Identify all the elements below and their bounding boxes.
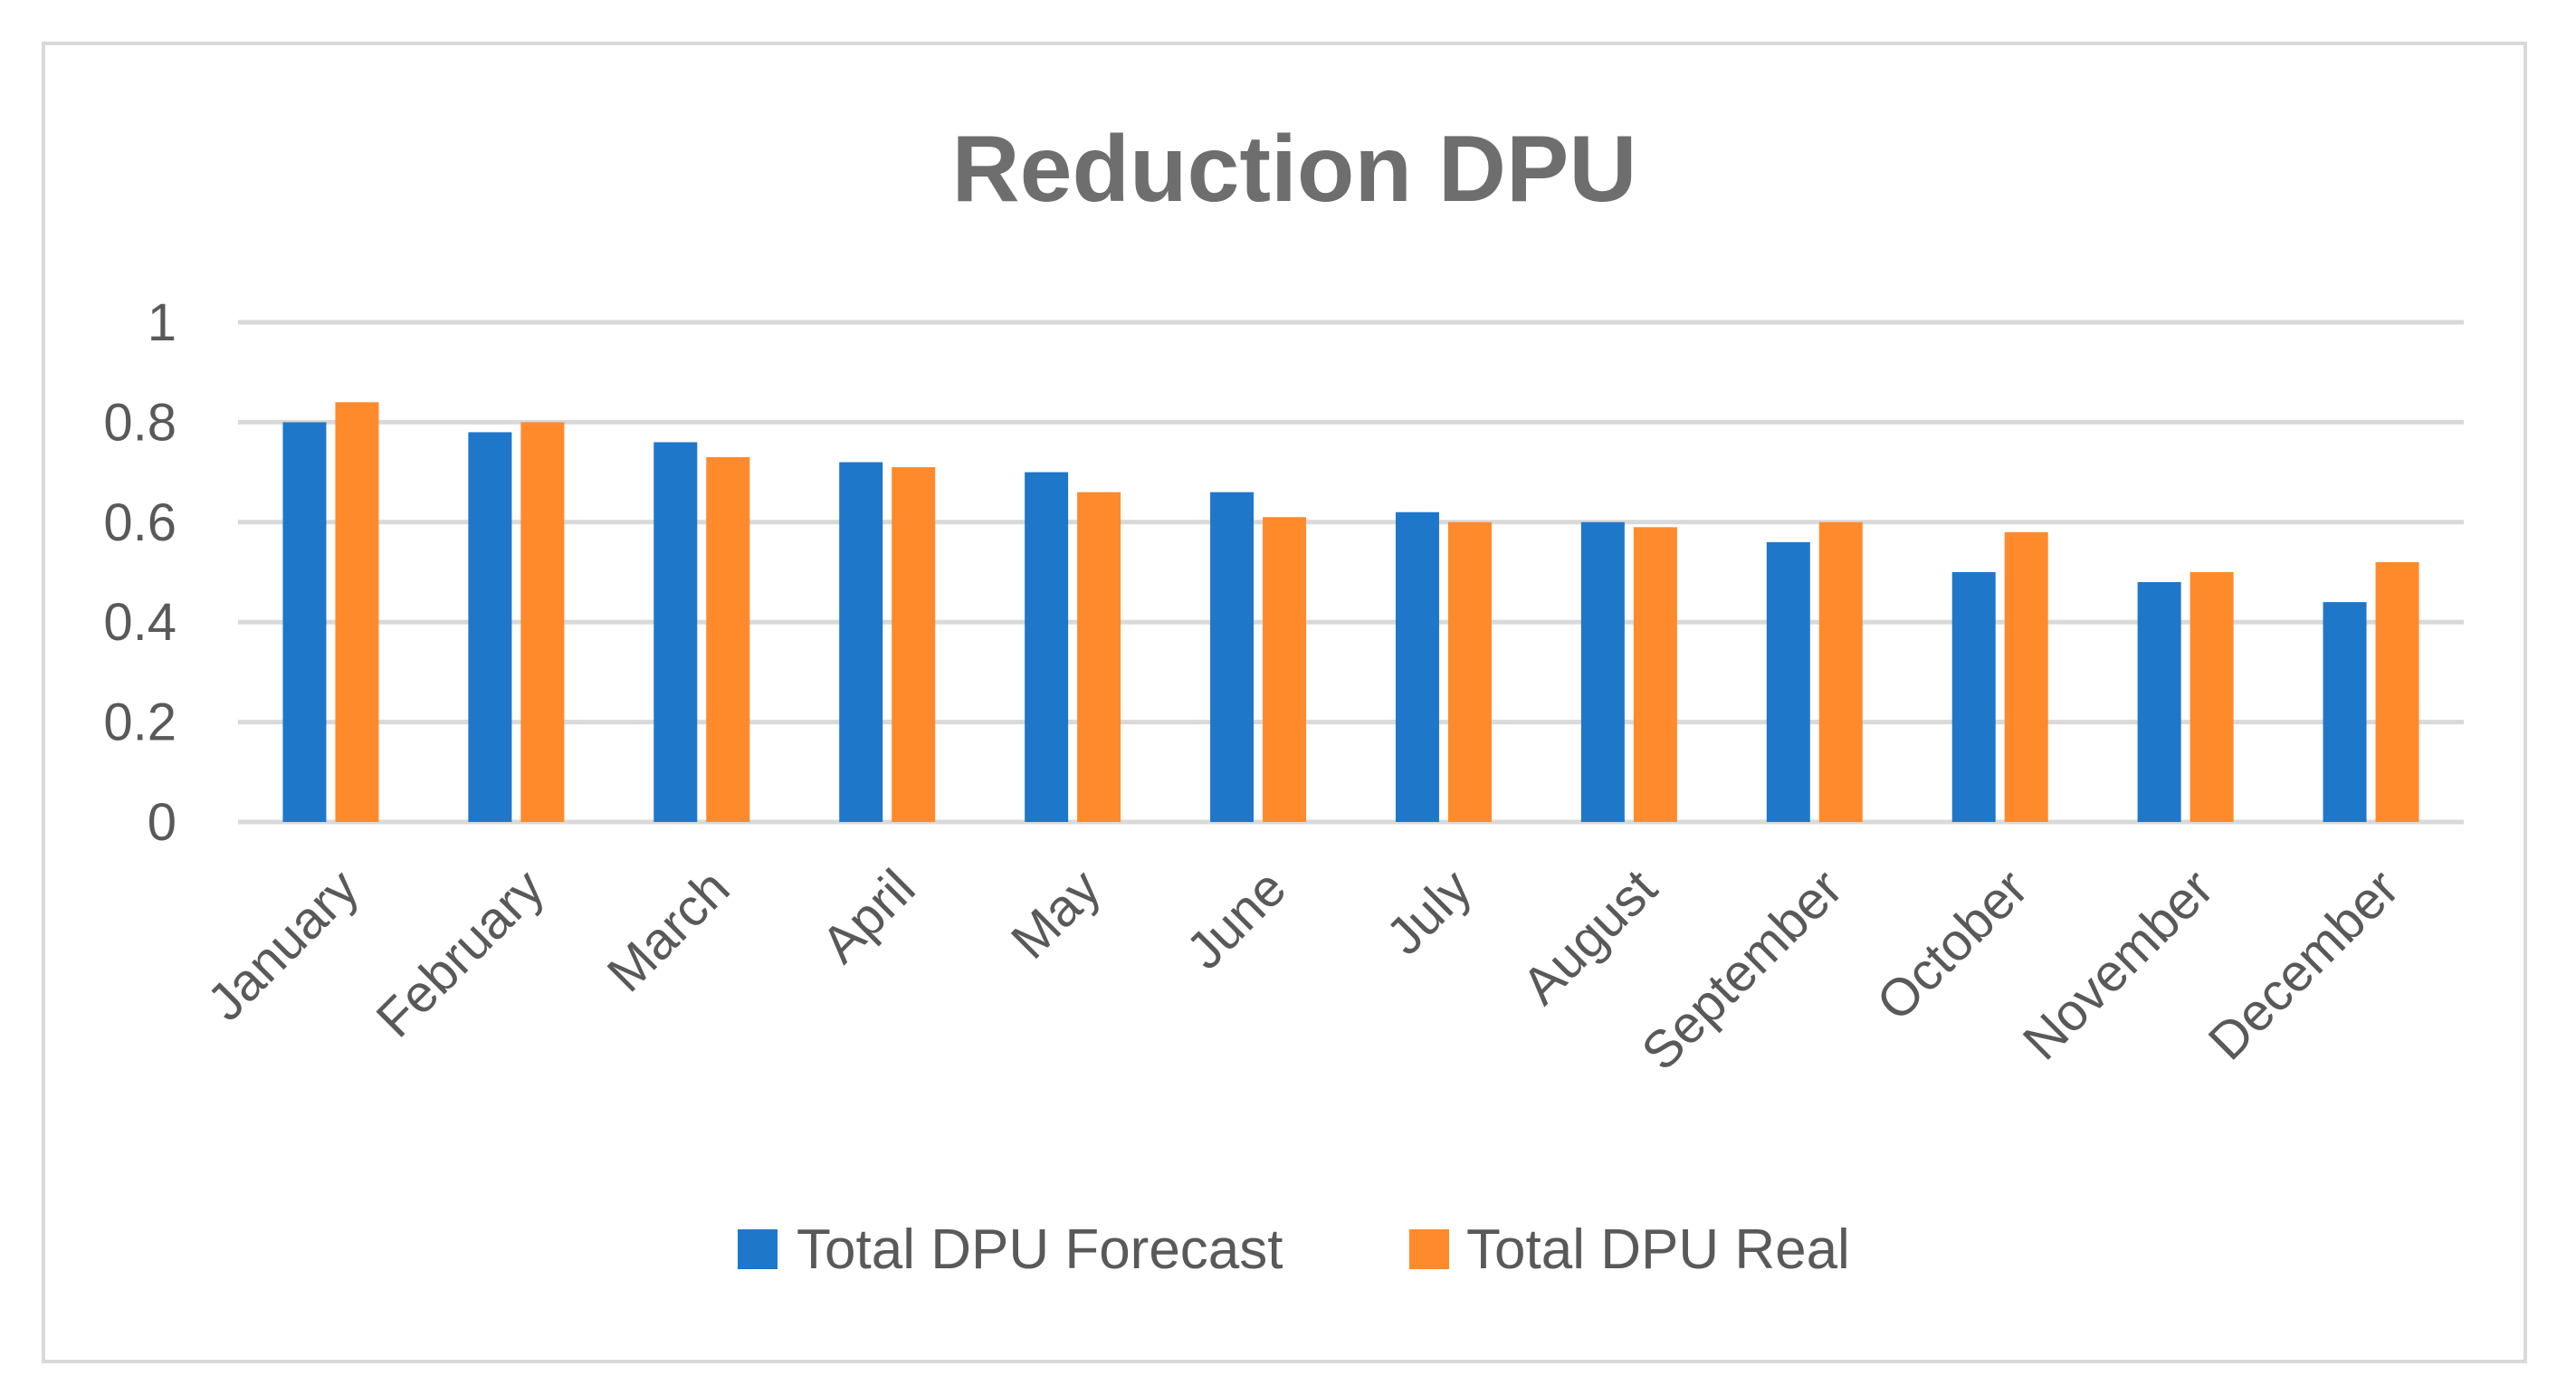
x-tick-label: March xyxy=(596,858,741,1003)
legend-swatch-forecast xyxy=(738,1229,778,1269)
y-tick-label: 0.6 xyxy=(103,493,177,552)
x-tick-label: January xyxy=(196,858,370,1032)
legend-label-real: Total DPU Real xyxy=(1466,1218,1850,1281)
x-tick-label: May xyxy=(1000,858,1111,970)
bar-real-june xyxy=(1263,517,1307,822)
x-tick-label: July xyxy=(1375,858,1483,966)
y-tick-label: 1 xyxy=(148,293,177,352)
bar-real-november xyxy=(2190,572,2234,822)
bar-forecast-may xyxy=(1025,472,1069,822)
bar-forecast-march xyxy=(654,442,698,822)
bar-real-march xyxy=(706,457,750,822)
bar-forecast-july xyxy=(1395,511,1439,822)
bar-real-december xyxy=(2375,561,2419,822)
bar-forecast-august xyxy=(1580,521,1625,822)
bar-forecast-january xyxy=(282,422,327,822)
bar-real-april xyxy=(892,467,936,822)
legend: Total DPU Forecast Total DPU Real xyxy=(738,1218,1850,1281)
x-tick-label: April xyxy=(810,858,926,974)
y-tick-label: 0.2 xyxy=(103,693,177,752)
y-tick-label: 0.4 xyxy=(103,593,177,652)
bar-forecast-september xyxy=(1766,541,1810,822)
x-tick-label: November xyxy=(2012,858,2225,1071)
y-axis-ticks: 0 0.2 0.4 0.6 0.8 1 xyxy=(103,293,177,852)
bar-real-september xyxy=(1818,521,1863,822)
chart-title: Reduction DPU xyxy=(952,117,1637,222)
bar-forecast-february xyxy=(468,432,512,822)
bar-real-july xyxy=(1447,521,1492,822)
bar-real-february xyxy=(520,422,565,822)
legend-swatch-real xyxy=(1409,1229,1449,1269)
bar-real-may xyxy=(1077,492,1121,822)
bar-real-january xyxy=(335,402,379,822)
bar-real-august xyxy=(1633,527,1677,822)
bar-real-october xyxy=(2004,531,2048,822)
x-tick-label: December xyxy=(2198,858,2410,1071)
bars xyxy=(282,402,2419,822)
y-tick-label: 0 xyxy=(148,793,177,852)
bar-forecast-december xyxy=(2323,602,2367,822)
x-tick-label: February xyxy=(365,858,555,1048)
x-tick-label: August xyxy=(1511,858,1668,1016)
bar-forecast-october xyxy=(1951,572,1996,822)
bar-forecast-november xyxy=(2137,582,2181,822)
y-tick-label: 0.8 xyxy=(103,393,177,452)
bar-forecast-june xyxy=(1210,492,1255,822)
x-tick-label: June xyxy=(1175,858,1297,980)
grid-lines xyxy=(238,320,2464,825)
legend-label-forecast: Total DPU Forecast xyxy=(797,1218,1283,1281)
x-tick-label: September xyxy=(1630,858,1854,1082)
bar-forecast-april xyxy=(839,462,883,822)
x-tick-label: October xyxy=(1865,858,2039,1032)
